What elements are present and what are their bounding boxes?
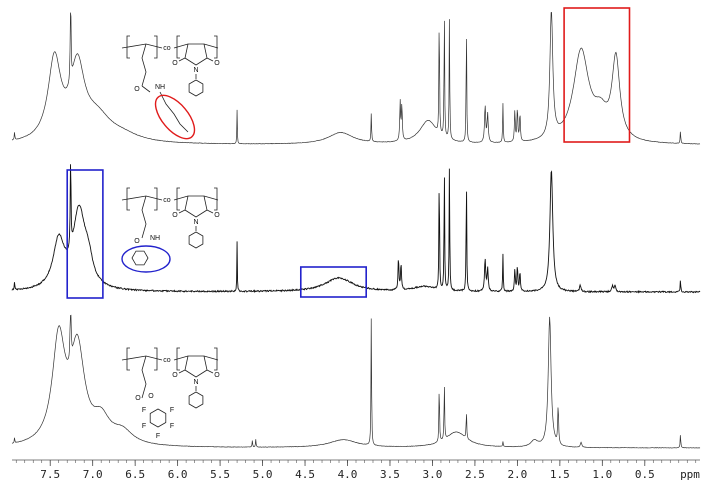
- bond: [184, 195, 208, 218]
- spectrum-1: [11, 12, 701, 145]
- carbonyl-o-label: O: [214, 372, 220, 379]
- carbonyl-o-label: O: [172, 60, 178, 67]
- bond: [184, 43, 208, 66]
- x-tick-label: 5.5: [210, 468, 230, 481]
- fluoro-label: F: [142, 407, 146, 414]
- bond: [178, 57, 186, 62]
- carbonyl-o-label: O: [214, 212, 220, 219]
- fluoro-label: F: [170, 423, 174, 430]
- bond: [214, 35, 218, 59]
- x-tick-label: 3.5: [380, 468, 400, 481]
- bond: [188, 231, 204, 249]
- x-tick-label: 3.0: [423, 468, 443, 481]
- ring-n-label: N: [193, 379, 198, 386]
- spectrum-line: [11, 164, 701, 294]
- carbonyl-o-label: O: [134, 86, 140, 93]
- fluoro-label: F: [156, 433, 160, 440]
- bond: [178, 369, 186, 374]
- spectrum-line: [11, 314, 701, 449]
- bond: [178, 209, 186, 214]
- highlight-box: [299, 266, 367, 298]
- co-label: co: [163, 197, 171, 204]
- spectrum-2: [11, 164, 701, 294]
- x-tick-label: 2.0: [507, 468, 527, 481]
- highlight-ellipse: [154, 94, 196, 140]
- bond: [141, 195, 147, 239]
- bond: [121, 195, 163, 201]
- x-tick-label: 2.5: [465, 468, 485, 481]
- bond: [121, 43, 163, 49]
- ring-n-label: N: [193, 67, 198, 74]
- bond: [154, 347, 158, 371]
- spectrum-3: [11, 314, 701, 449]
- carbonyl-o-label: O: [135, 395, 141, 402]
- highlight-ellipse: [121, 245, 171, 273]
- structure-pfp-ester: coO ONO OF FF FF: [121, 347, 220, 440]
- carbonyl-o-label: O: [172, 212, 178, 219]
- ring-n-label: N: [193, 219, 198, 226]
- bond: [154, 35, 158, 59]
- x-tick-label: 7.0: [83, 468, 103, 481]
- phenyl-ring: [131, 250, 149, 266]
- x-tick-label: 7.5: [40, 468, 60, 481]
- fluoro-label: F: [170, 407, 174, 414]
- bond: [141, 43, 147, 87]
- highlight-box: [66, 169, 104, 299]
- structure-amide-butyl: co O O N O NH: [121, 35, 220, 140]
- x-tick-label: 6.5: [125, 468, 145, 481]
- bond: [173, 355, 219, 361]
- bond: [188, 391, 204, 409]
- highlight-box-layer: [66, 7, 631, 299]
- carbonyl-o-label: O: [214, 60, 220, 67]
- bond: [173, 43, 219, 49]
- x-tick-label: 6.0: [168, 468, 188, 481]
- spectra-layer: [11, 12, 701, 449]
- bond: [206, 209, 214, 214]
- x-tick-label: 4.5: [295, 468, 315, 481]
- carbonyl-o-label: O: [134, 238, 140, 245]
- bond: [206, 57, 214, 62]
- ppm-axis: 7.5 7.0 6.5 6.0 5.5 5.0 4.5 4.0 3.5 3.0 2.5 2.0 1.5 1…: [12, 459, 700, 481]
- bond: [121, 355, 163, 361]
- ester-o-label: O: [148, 393, 154, 400]
- x-tick-label: 1.0: [592, 468, 612, 481]
- carbonyl-o-label: O: [172, 372, 178, 379]
- x-tick-label: 5.0: [253, 468, 273, 481]
- bond: [173, 195, 219, 201]
- bond: [141, 355, 147, 399]
- highlight-box: [563, 7, 631, 143]
- x-axis-label: ppm: [680, 468, 700, 481]
- bond: [214, 187, 218, 211]
- bond: [184, 355, 208, 378]
- fluoro-label: F: [142, 423, 146, 430]
- structure-amide-benzyl: co O O N O NH: [121, 187, 220, 273]
- amide-nh-label: NH: [155, 84, 165, 91]
- bond: [159, 91, 189, 133]
- bond: [214, 347, 218, 371]
- spectrum-line: [11, 12, 701, 145]
- x-tick-label: 4.0: [338, 468, 358, 481]
- co-label: co: [163, 45, 171, 52]
- bond: [188, 79, 204, 97]
- bond: [206, 369, 214, 374]
- amide-nh-label: NH: [150, 235, 160, 242]
- co-label: co: [163, 357, 171, 364]
- x-tick-label: 1.5: [550, 468, 570, 481]
- bond: [154, 187, 158, 211]
- fluorophenyl-ring: [149, 408, 167, 428]
- x-tick-label: 0.5: [635, 468, 655, 481]
- bond: [141, 85, 151, 93]
